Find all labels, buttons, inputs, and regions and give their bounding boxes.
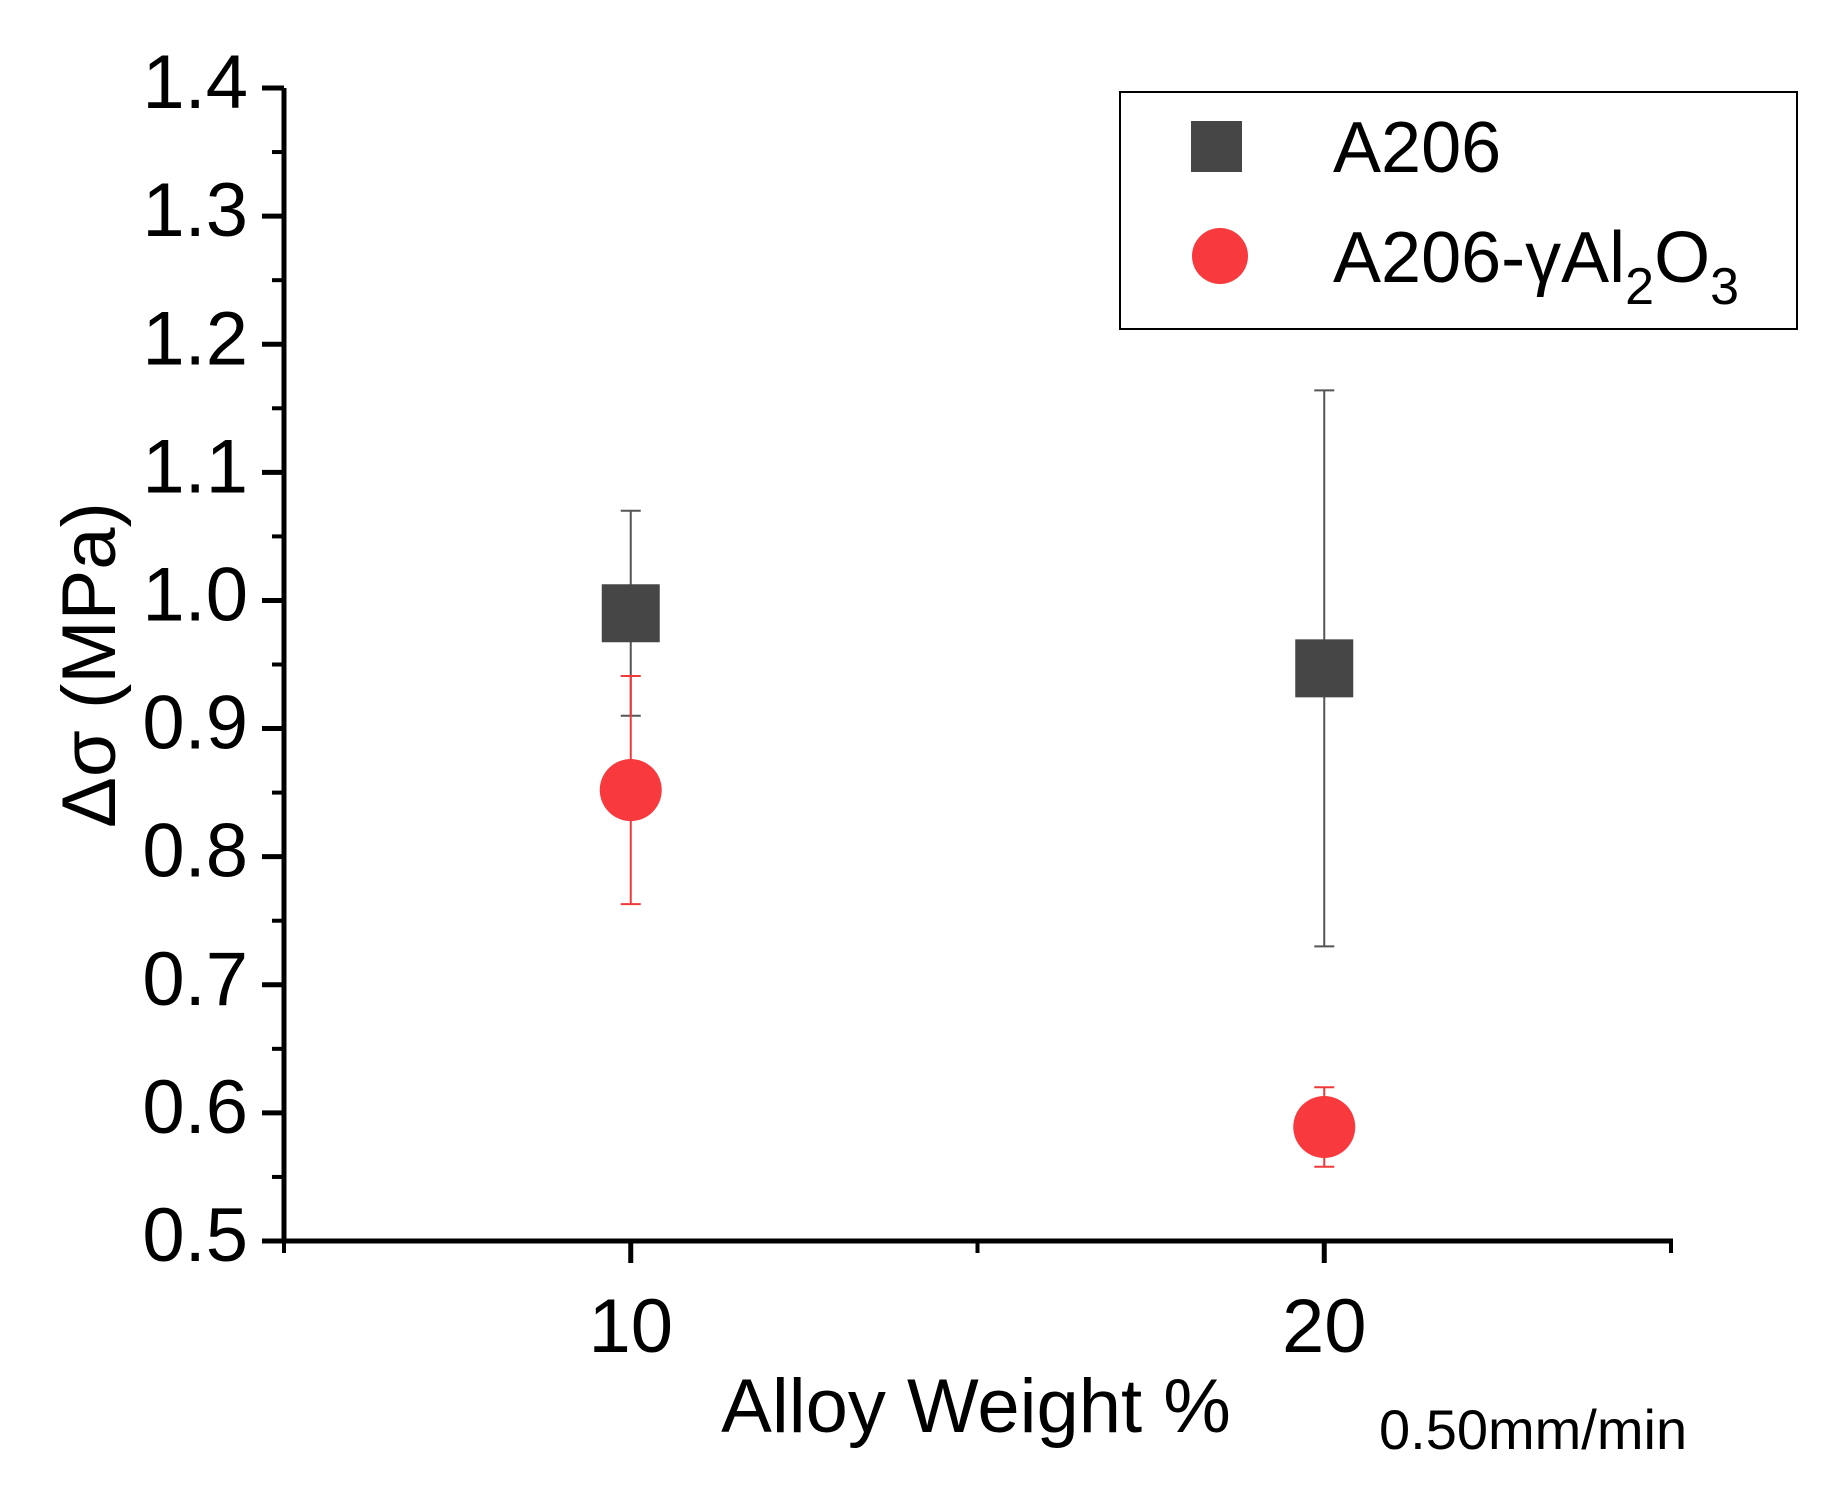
- x-tick-label: 10: [588, 1284, 673, 1369]
- data-point-square: [1295, 639, 1354, 698]
- x-ticks: 10 20: [282, 1241, 1673, 1369]
- y-axis-title: Δσ (MPa): [47, 502, 132, 828]
- speed-annotation: 0.50mm/min: [1379, 1398, 1687, 1461]
- y-ticks: 0.5 0.6 0.7 0.8 0.9 1.0 1.1 1.2 1.3 1.4: [142, 40, 284, 1278]
- y-tick-label: 1.3: [142, 168, 248, 253]
- axes: 0.5 0.6 0.7 0.8 0.9 1.0 1.1 1.2 1.3 1.4 10 20: [142, 40, 1673, 1369]
- y-tick-label: 0.6: [142, 1065, 248, 1150]
- legend-marker-square: [1191, 121, 1242, 172]
- y-axis-title-group: Δσ (MPa): [47, 502, 132, 828]
- data-point-square: [601, 584, 660, 643]
- y-tick-label: 1.1: [142, 424, 248, 509]
- series-a206: [601, 389, 1354, 948]
- y-tick-label: 1.4: [142, 40, 248, 125]
- series-layer: [599, 389, 1356, 1168]
- y-tick-label: 1.2: [142, 296, 248, 381]
- y-tick-label: 0.7: [142, 937, 248, 1022]
- data-point-circle: [1293, 1095, 1356, 1158]
- y-tick-label: 0.9: [142, 681, 248, 766]
- legend-label-a206: A206: [1333, 108, 1501, 188]
- y-tick-label: 1.0: [142, 553, 248, 638]
- legend-label-a206-alumina: A206-γAl2O3: [1333, 218, 1739, 316]
- y-tick-label: 0.5: [142, 1193, 248, 1278]
- y-tick-label: 0.8: [142, 809, 248, 894]
- x-axis-title: Alloy Weight %: [721, 1364, 1231, 1449]
- series-a206-alumina: [599, 675, 1356, 1168]
- legend-marker-circle: [1192, 228, 1248, 284]
- data-point-circle: [599, 759, 662, 822]
- legend: A206 A206-γAl2O3: [1119, 91, 1798, 330]
- x-tick-label: 20: [1282, 1284, 1367, 1369]
